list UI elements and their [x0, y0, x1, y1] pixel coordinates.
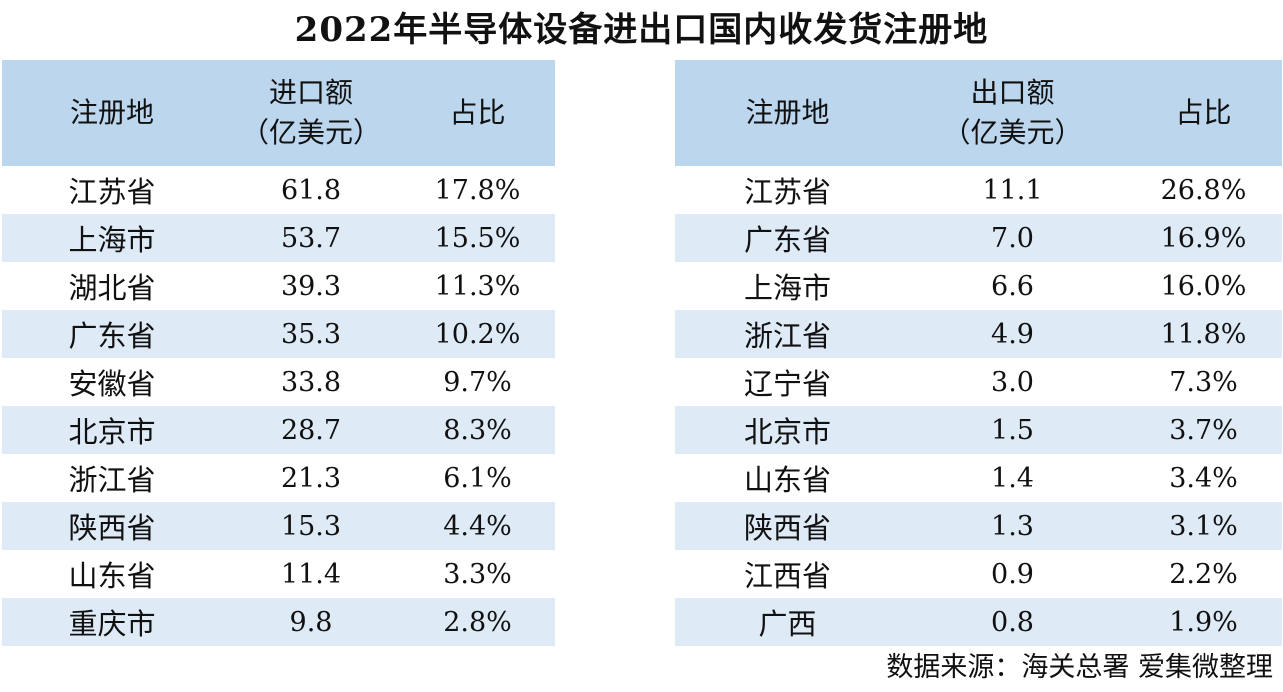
region-cell: 山东省 [68, 559, 156, 593]
region-cell: 北京市 [743, 415, 831, 449]
table-row: 山东省 11.4 3.3% [2, 550, 555, 598]
header-region: 注册地 [69, 96, 154, 129]
region-cell: 浙江省 [743, 319, 831, 353]
share-cell: 4.4% [443, 510, 512, 542]
table-row: 湖北省 39.3 11.3% [2, 262, 555, 310]
share-cell: 16.0% [1160, 270, 1247, 302]
table-row: 安徽省 33.8 9.7% [2, 358, 555, 406]
share-cell: 7.3% [1169, 366, 1238, 398]
region-cell: 江苏省 [68, 175, 156, 209]
table-row: 广西 0.8 1.9% [675, 598, 1282, 646]
share-cell: 6.1% [443, 462, 512, 494]
region-cell: 山东省 [743, 463, 831, 497]
share-cell: 17.8% [434, 174, 521, 206]
region-cell: 广东省 [68, 319, 156, 353]
region-cell: 上海市 [68, 223, 156, 257]
amount-cell: 35.3 [280, 318, 342, 350]
region-cell: 浙江省 [68, 463, 156, 497]
share-cell: 3.3% [443, 558, 512, 590]
region-cell: 广西 [758, 607, 817, 641]
export-table-body: 江苏省 11.1 26.8% 广东省 7.0 16.9% 上海市 6.6 16.0% 浙江省 4.9… [675, 166, 1282, 646]
amount-cell: 7.0 [991, 222, 1034, 254]
table-row: 陕西省 15.3 4.4% [2, 502, 555, 550]
amount-cell: 1.3 [991, 510, 1034, 542]
share-cell: 3.1% [1169, 510, 1238, 542]
region-cell: 湖北省 [68, 271, 156, 305]
table-row: 上海市 53.7 15.5% [2, 214, 555, 262]
amount-cell: 61.8 [280, 174, 342, 206]
amount-cell: 39.3 [280, 270, 342, 302]
table-row: 北京市 1.5 3.7% [675, 406, 1282, 454]
share-cell: 3.4% [1169, 462, 1238, 494]
amount-cell: 4.9 [991, 318, 1034, 350]
page-title: 2022年半导体设备进出口国内收发货注册地 [294, 10, 989, 50]
table-header-row: 注册地 出口额 （亿美元） 占比 [675, 60, 1282, 166]
amount-cell: 6.6 [991, 270, 1034, 302]
header-amount-label: 出口额 [970, 76, 1055, 109]
share-cell: 15.5% [434, 222, 521, 254]
table-row: 浙江省 4.9 11.8% [675, 310, 1282, 358]
amount-cell: 9.8 [289, 606, 333, 638]
region-cell: 安徽省 [68, 367, 156, 401]
table-row: 浙江省 21.3 6.1% [2, 454, 555, 502]
export-table: 注册地 出口额 （亿美元） 占比 江苏省 11.1 26.8% 广东省 7.0 16.9%… [675, 60, 1282, 646]
region-cell: 广东省 [743, 223, 831, 257]
table-row: 山东省 1.4 3.4% [675, 454, 1282, 502]
amount-cell: 11.4 [280, 558, 342, 590]
share-cell: 1.9% [1169, 606, 1238, 638]
share-cell: 2.2% [1169, 558, 1238, 590]
header-share: 占比 [1175, 96, 1232, 129]
table-row: 江苏省 61.8 17.8% [2, 166, 555, 214]
share-cell: 11.8% [1160, 318, 1247, 350]
region-cell: 江西省 [743, 559, 831, 593]
import-table-body: 江苏省 61.8 17.8% 上海市 53.7 15.5% 湖北省 39.3 11.3% 广东省 3… [2, 166, 555, 646]
amount-cell: 1.4 [991, 462, 1034, 494]
amount-cell: 15.3 [280, 510, 342, 542]
region-cell: 辽宁省 [743, 367, 831, 401]
region-cell: 陕西省 [743, 511, 831, 545]
share-cell: 16.9% [1160, 222, 1247, 254]
header-amount-unit: （亿美元） [942, 116, 1083, 149]
table-row: 广东省 7.0 16.9% [675, 214, 1282, 262]
table-row: 上海市 6.6 16.0% [675, 262, 1282, 310]
header-amount-unit: （亿美元） [240, 116, 381, 149]
header-region: 注册地 [745, 96, 830, 129]
amount-cell: 28.7 [280, 414, 342, 446]
source-note: 数据来源：海关总署 爱集微整理 [886, 652, 1273, 683]
share-cell: 9.7% [443, 366, 512, 398]
header-amount: 进口额 （亿美元） [222, 60, 400, 166]
amount-cell: 33.8 [280, 366, 342, 398]
table-header-row: 注册地 进口额 （亿美元） 占比 [2, 60, 555, 166]
header-share: 占比 [449, 96, 506, 129]
table-row: 重庆市 9.8 2.8% [2, 598, 555, 646]
amount-cell: 53.7 [280, 222, 342, 254]
table-row: 辽宁省 3.0 7.3% [675, 358, 1282, 406]
region-cell: 陕西省 [68, 511, 156, 545]
amount-cell: 0.9 [991, 558, 1034, 590]
share-cell: 11.3% [434, 270, 521, 302]
amount-cell: 1.5 [991, 414, 1034, 446]
import-table: 注册地 进口额 （亿美元） 占比 江苏省 61.8 17.8% 上海市 53.7 15.5… [2, 60, 555, 646]
amount-cell: 21.3 [280, 462, 342, 494]
share-cell: 3.7% [1169, 414, 1238, 446]
region-cell: 重庆市 [68, 607, 156, 641]
share-cell: 10.2% [434, 318, 521, 350]
header-amount: 出口额 （亿美元） [900, 60, 1125, 166]
share-cell: 2.8% [443, 606, 512, 638]
amount-cell: 3.0 [991, 366, 1034, 398]
region-cell: 北京市 [68, 415, 156, 449]
table-row: 陕西省 1.3 3.1% [675, 502, 1282, 550]
table-row: 北京市 28.7 8.3% [2, 406, 555, 454]
region-cell: 江苏省 [743, 175, 831, 209]
share-cell: 8.3% [443, 414, 512, 446]
table-row: 江苏省 11.1 26.8% [675, 166, 1282, 214]
share-cell: 26.8% [1160, 174, 1247, 206]
region-cell: 上海市 [743, 271, 831, 305]
amount-cell: 0.8 [991, 606, 1034, 638]
header-amount-label: 进口额 [268, 76, 353, 109]
table-row: 江西省 0.9 2.2% [675, 550, 1282, 598]
amount-cell: 11.1 [982, 174, 1043, 206]
table-row: 广东省 35.3 10.2% [2, 310, 555, 358]
